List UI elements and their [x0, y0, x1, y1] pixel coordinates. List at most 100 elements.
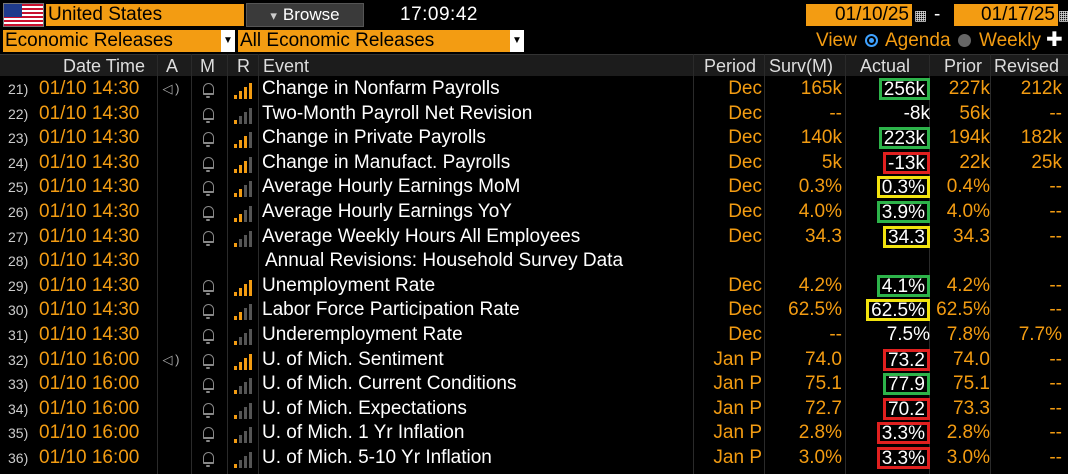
- bell-icon[interactable]: [202, 230, 214, 246]
- row-number[interactable]: 22): [8, 105, 29, 122]
- row-number[interactable]: 24): [8, 154, 29, 171]
- bell-icon[interactable]: [202, 156, 214, 172]
- row-number[interactable]: 25): [8, 179, 29, 196]
- event-name[interactable]: U. of Mich. Expectations: [262, 397, 467, 419]
- event-name[interactable]: Underemployment Rate: [262, 324, 463, 345]
- row-revised: 182k: [1020, 127, 1062, 149]
- calendar-icon[interactable]: ▦: [914, 7, 928, 23]
- table-row[interactable]: 22) 01/10 14:30 Two-Month Payroll Net Revi…: [0, 102, 1068, 127]
- table-row[interactable]: 25) 01/10 14:30 Average Hourly Earnings Mo…: [0, 175, 1068, 200]
- bell-icon[interactable]: [202, 181, 214, 197]
- bell-icon[interactable]: [202, 353, 214, 369]
- browse-button[interactable]: ▾ Browse: [246, 3, 364, 27]
- bell-icon[interactable]: [202, 83, 214, 98]
- row-number[interactable]: 30): [8, 302, 29, 319]
- bell-icon[interactable]: [202, 378, 214, 394]
- table-row[interactable]: 36) 01/10 16:00 U. of Mich. 5-10 Yr Inflat…: [0, 446, 1068, 471]
- event-name[interactable]: Average Hourly Earnings MoM: [262, 176, 521, 198]
- event-name[interactable]: Labor Force Participation Rate: [262, 299, 520, 321]
- event-name[interactable]: U. of Mich. Sentiment: [262, 348, 444, 370]
- bell-icon[interactable]: [202, 329, 214, 344]
- col-date-time[interactable]: Date Time: [63, 56, 146, 76]
- table-row[interactable]: 29) 01/10 14:30 Unemployment Rate Dec 4.2% 4.…: [0, 274, 1068, 299]
- end-date-field[interactable]: 01/17/25: [954, 4, 1058, 26]
- us-flag-icon[interactable]: [3, 3, 44, 27]
- bell-icon[interactable]: [202, 132, 214, 148]
- row-number[interactable]: 29): [8, 277, 29, 294]
- event-name[interactable]: Change in Nonfarm Payrolls: [262, 78, 500, 99]
- col-r[interactable]: R: [237, 56, 250, 76]
- column-divider: [990, 54, 991, 474]
- event-name[interactable]: Change in Private Payrolls: [262, 127, 486, 149]
- table-row[interactable]: 23) 01/10 14:30 Change in Private Payrolls…: [0, 126, 1068, 151]
- event-name[interactable]: U. of Mich. 5-10 Yr Inflation: [262, 447, 492, 468]
- row-survey: --: [829, 102, 842, 124]
- event-name[interactable]: Average Hourly Earnings YoY: [262, 201, 512, 222]
- event-name[interactable]: Unemployment Rate: [262, 274, 436, 296]
- bell-icon[interactable]: [202, 402, 214, 418]
- view-weekly-radio[interactable]: [958, 34, 971, 47]
- relevance-signal-icon: [234, 450, 254, 468]
- row-number[interactable]: 27): [8, 228, 29, 245]
- view-agenda-label[interactable]: Agenda: [885, 30, 951, 51]
- event-name[interactable]: Change in Manufact. Payrolls: [262, 151, 511, 173]
- event-name[interactable]: U. of Mich. Current Conditions: [262, 373, 517, 395]
- col-period[interactable]: Period: [704, 56, 757, 76]
- table-row[interactable]: 35) 01/10 16:00 U. of Mich. 1 Yr Inflation…: [0, 421, 1068, 446]
- col-revised[interactable]: Revised: [994, 56, 1060, 76]
- row-number[interactable]: 31): [8, 327, 29, 343]
- release-filter-dropdown[interactable]: All Economic Releases ▼: [238, 30, 524, 52]
- speaker-icon[interactable]: ◁ ): [162, 81, 180, 96]
- table-row[interactable]: 26) 01/10 14:30 Average Hourly Earnings Yo…: [0, 200, 1068, 225]
- row-relevance-cell: [234, 323, 254, 348]
- speaker-icon[interactable]: ◁ ): [162, 351, 180, 367]
- table-row[interactable]: 33) 01/10 16:00 U. of Mich. Current Condit…: [0, 372, 1068, 397]
- row-number[interactable]: 34): [8, 400, 29, 417]
- row-number[interactable]: 23): [8, 130, 29, 147]
- row-audio-cell: ◁ ): [158, 77, 184, 102]
- row-date-time: 01/10 14:30: [39, 225, 140, 247]
- bell-icon[interactable]: [202, 279, 214, 295]
- table-row[interactable]: 34) 01/10 16:00 U. of Mich. Expectations Ja…: [0, 397, 1068, 422]
- settings-plus-icon[interactable]: ✚: [1046, 29, 1063, 51]
- row-number[interactable]: 26): [8, 204, 29, 220]
- release-type-dropdown[interactable]: Economic Releases ▼: [3, 30, 235, 52]
- bell-icon[interactable]: [202, 452, 214, 467]
- row-number[interactable]: 32): [8, 351, 29, 368]
- row-revised: 25k: [1031, 151, 1062, 173]
- row-audio-cell: [158, 151, 184, 176]
- col-event[interactable]: Event: [263, 56, 310, 76]
- calendar-icon[interactable]: ▦: [1058, 7, 1068, 23]
- col-survey[interactable]: Surv(M): [769, 56, 833, 76]
- col-actual[interactable]: Actual: [860, 56, 911, 76]
- row-relevance-cell: [234, 397, 254, 422]
- bell-icon[interactable]: [202, 427, 214, 443]
- row-number[interactable]: 36): [8, 450, 29, 466]
- table-row[interactable]: 32) 01/10 16:00 ◁ ) U. of Mich. Sentiment Ja…: [0, 348, 1068, 373]
- bell-icon[interactable]: [202, 304, 214, 320]
- col-m[interactable]: M: [200, 56, 215, 76]
- table-row[interactable]: 21) 01/10 14:30 ◁ ) Change in Nonfarm Payro…: [0, 77, 1068, 102]
- table-row[interactable]: 27) 01/10 14:30 Average Weekly Hours All E…: [0, 225, 1068, 250]
- table-row[interactable]: 24) 01/10 14:30 Change in Manufact. Payrol…: [0, 151, 1068, 176]
- table-row[interactable]: 28) 01/10 14:30 Annual Revisions: Househol…: [0, 249, 1068, 274]
- start-date-field[interactable]: 01/10/25: [806, 4, 912, 26]
- event-name[interactable]: Average Weekly Hours All Employees: [262, 225, 581, 247]
- view-weekly-label[interactable]: Weekly: [979, 30, 1041, 51]
- bell-icon[interactable]: [202, 107, 214, 123]
- row-number[interactable]: 35): [8, 425, 29, 442]
- country-selector[interactable]: United States: [46, 4, 244, 26]
- col-a[interactable]: A: [166, 56, 179, 76]
- event-name[interactable]: U. of Mich. 1 Yr Inflation: [262, 422, 465, 444]
- row-number[interactable]: 28): [8, 253, 29, 270]
- bell-icon[interactable]: [202, 206, 214, 221]
- event-name[interactable]: Two-Month Payroll Net Revision: [262, 102, 533, 124]
- table-row[interactable]: 30) 01/10 14:30 Labor Force Participation …: [0, 298, 1068, 323]
- table-row[interactable]: 31) 01/10 14:30 Underemployment Rate Dec -- 7…: [0, 323, 1068, 348]
- row-revised: --: [1049, 176, 1062, 198]
- relevance-signal-icon: [234, 130, 254, 149]
- col-prior[interactable]: Prior: [944, 56, 983, 76]
- row-number[interactable]: 21): [8, 81, 29, 97]
- view-agenda-radio[interactable]: [865, 34, 878, 47]
- row-number[interactable]: 33): [8, 376, 29, 393]
